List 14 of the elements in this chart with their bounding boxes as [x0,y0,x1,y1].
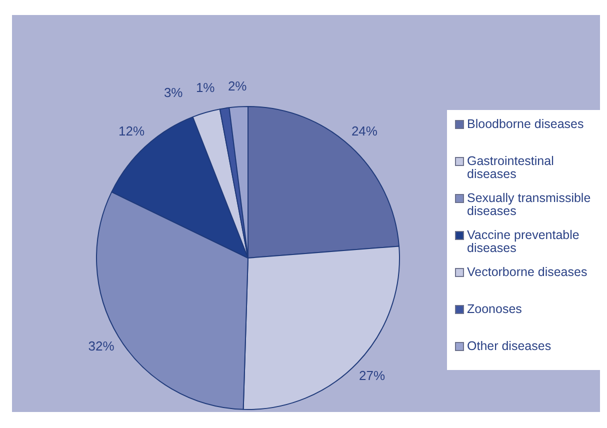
data-label: 2% [228,78,248,94]
legend-label: Zoonoses [467,302,522,316]
legend-label: Sexually transmissible diseases [467,191,592,218]
legend-label: Bloodborne diseases [467,117,584,131]
legend-label: Gastrointestinal diseases [467,154,555,181]
legend-label: Vectorborne diseases [467,265,588,279]
legend-label: Vaccine preventable diseases [467,228,580,255]
data-label: 24% [351,124,378,139]
data-label: 32% [88,338,115,354]
data-label: 1% [196,80,216,96]
data-label: 27% [359,368,386,383]
legend-label: Other diseases [467,339,552,353]
data-label: 3% [164,84,184,100]
data-label: 12% [118,124,145,139]
